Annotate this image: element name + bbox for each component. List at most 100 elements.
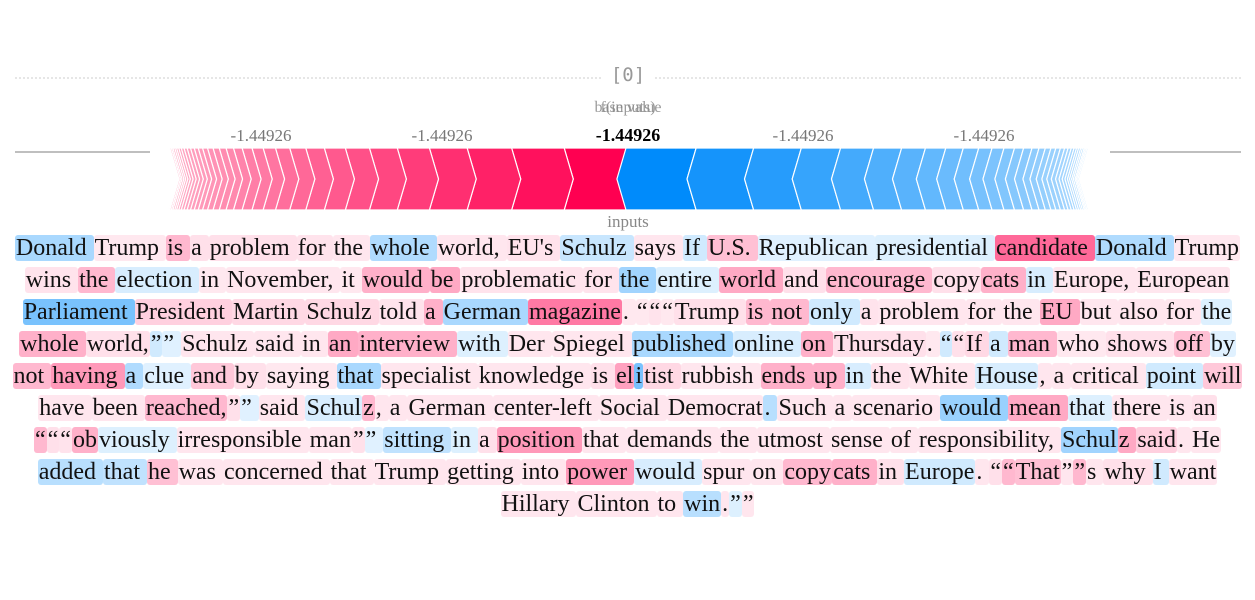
token: whole [19,331,86,357]
token: House [975,363,1039,389]
token: Democrat [666,395,764,421]
token: center-left [492,395,599,421]
token: a [1052,363,1072,389]
token: magazine [527,299,622,325]
token: I [1152,459,1169,485]
token: in [844,363,872,389]
token: responsibility, [917,427,1062,453]
force-plot: [0] base value f(inputs) -1.44926 -1.449… [15,62,1241,231]
token: not [12,363,52,389]
token: it [340,267,362,293]
token: online [733,331,802,357]
token: have [38,395,92,421]
token: not [770,299,810,325]
token: i [634,363,644,389]
axis-tick-label: -1.44926 [231,126,292,145]
token: man [308,427,352,453]
token: ” [149,331,163,357]
token: in [877,459,905,485]
token: White [908,363,976,389]
token: saying [265,363,337,389]
token: Der [507,331,552,357]
token: said [254,331,302,357]
positive-contribution-chevron [161,147,173,211]
token: want [1168,459,1218,485]
token: “ [989,459,1003,485]
token: problem [208,235,297,261]
token: will [1203,363,1243,389]
base-value-label: base value [594,99,661,116]
token: in [1026,267,1053,293]
token: the [1002,299,1040,325]
token: . [763,395,778,421]
token: world [719,267,784,293]
token: world, [436,235,507,261]
token: European [1136,267,1231,293]
token: EU [1039,299,1080,325]
token: Trump [673,299,747,325]
token: concerned [222,459,330,485]
token: on [801,331,834,357]
token: whole [370,235,437,261]
token: why [1103,459,1153,485]
token: with [457,331,508,357]
token: He [1191,427,1222,453]
token: . [621,299,636,325]
token: was [177,459,223,485]
token: for [966,299,1003,325]
token: to [656,491,684,517]
token: German [407,395,493,421]
token: “ [33,427,47,453]
token: of [889,427,918,453]
token: “ [46,427,60,453]
token: ” [741,491,755,517]
token: is [591,363,616,389]
token: a [423,299,443,325]
token: “ [648,299,662,325]
token: viously [97,427,177,453]
token: been [91,395,145,421]
token: ” [364,427,384,453]
token: encourage [825,267,933,293]
token: clue [143,363,192,389]
token: is [166,235,191,261]
token: off [1174,331,1210,357]
token: a [124,363,144,389]
token: having [51,363,125,389]
token: told [378,299,424,325]
token: spur [702,459,752,485]
inputs-label: inputs [607,212,649,231]
f-inputs-label: f(inputs) [600,99,655,116]
token: a [859,299,879,325]
token: the [78,267,116,293]
token: Spiegel [551,331,632,357]
token: up [812,363,845,389]
token: said [1136,427,1178,453]
token: copy [932,267,981,293]
token: z [362,395,375,421]
token: and [783,267,826,293]
token: election [115,267,200,293]
negative-contribution-chevron [1081,147,1093,211]
token: demands [625,427,720,453]
token: getting [446,459,521,485]
token: into [520,459,567,485]
token: cats [980,267,1027,293]
token: point [1145,363,1204,389]
token: irresponsible [176,427,309,453]
token: ” [240,395,259,421]
token: who [1056,331,1107,357]
token: ob [71,427,98,453]
token: the [619,267,657,293]
positive-contributions [161,147,636,211]
token: ” [1060,459,1074,485]
token: specialist [380,363,478,389]
token: “ [1002,459,1015,485]
token: candidate [994,235,1095,261]
token: “ [952,331,965,357]
token: “ [59,427,72,453]
token: in [199,267,227,293]
token: position [496,427,582,453]
token: is [746,299,771,325]
token: a [833,395,853,421]
